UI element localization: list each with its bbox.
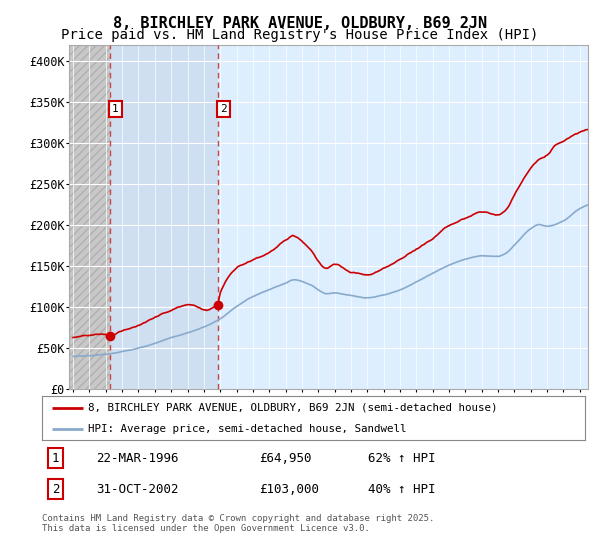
Text: 1: 1 — [52, 451, 59, 465]
Text: 8, BIRCHLEY PARK AVENUE, OLDBURY, B69 2JN (semi-detached house): 8, BIRCHLEY PARK AVENUE, OLDBURY, B69 2J… — [88, 403, 497, 413]
Text: £64,950: £64,950 — [259, 451, 312, 465]
Text: HPI: Average price, semi-detached house, Sandwell: HPI: Average price, semi-detached house,… — [88, 424, 407, 433]
Text: Price paid vs. HM Land Registry's House Price Index (HPI): Price paid vs. HM Land Registry's House … — [61, 28, 539, 42]
Bar — [110, 45, 218, 389]
Bar — [69, 45, 110, 389]
Text: 22-MAR-1996: 22-MAR-1996 — [97, 451, 179, 465]
Text: 62% ↑ HPI: 62% ↑ HPI — [368, 451, 436, 465]
Text: £103,000: £103,000 — [259, 483, 319, 496]
Text: Contains HM Land Registry data © Crown copyright and database right 2025.
This d: Contains HM Land Registry data © Crown c… — [42, 514, 434, 534]
Text: 40% ↑ HPI: 40% ↑ HPI — [368, 483, 436, 496]
Text: 2: 2 — [52, 483, 59, 496]
Text: 1: 1 — [112, 104, 119, 114]
Text: 8, BIRCHLEY PARK AVENUE, OLDBURY, B69 2JN: 8, BIRCHLEY PARK AVENUE, OLDBURY, B69 2J… — [113, 16, 487, 31]
Text: 2: 2 — [220, 104, 227, 114]
Text: 31-OCT-2002: 31-OCT-2002 — [97, 483, 179, 496]
